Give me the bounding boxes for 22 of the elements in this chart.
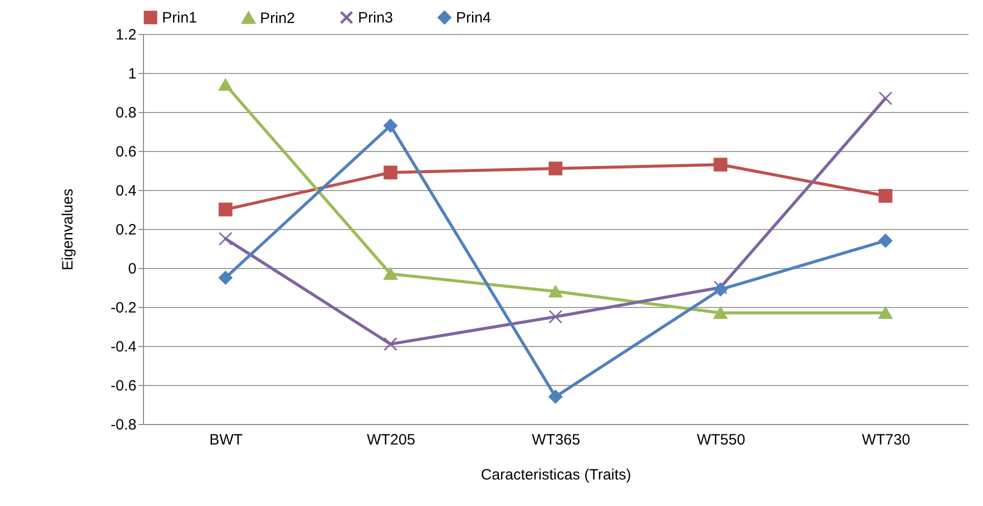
x-tick-label: WT365 xyxy=(532,432,580,448)
y-tick-label: 0 xyxy=(128,260,136,278)
y-tick-label: 0.2 xyxy=(116,222,136,238)
y-tick-label: 0.4 xyxy=(116,182,136,200)
legend-label: Prin3 xyxy=(358,10,394,27)
x-tick-label: WT730 xyxy=(862,432,910,448)
x-tick-label: BWT xyxy=(209,432,243,448)
y-axis-title: Eigenvalues xyxy=(60,188,77,270)
y-tick-label: -0.8 xyxy=(110,416,136,434)
y-tick-label: 1.2 xyxy=(116,26,136,44)
legend-label: Prin1 xyxy=(162,10,198,27)
y-tick-label: 1 xyxy=(128,66,136,82)
x-axis-title: Caracteristicas (Traits) xyxy=(480,466,632,484)
y-tick-label: 0.6 xyxy=(116,144,136,160)
legend-label: Prin4 xyxy=(456,10,492,27)
legend-label: Prin2 xyxy=(260,10,296,27)
y-tick-label: -0.2 xyxy=(110,300,136,316)
y-tick-label: 0.8 xyxy=(116,104,136,122)
x-tick-label: WT550 xyxy=(696,432,746,448)
x-tick-label: WT205 xyxy=(366,432,416,448)
y-tick-label: -0.6 xyxy=(110,378,136,394)
y-tick-label: -0.4 xyxy=(110,338,136,356)
